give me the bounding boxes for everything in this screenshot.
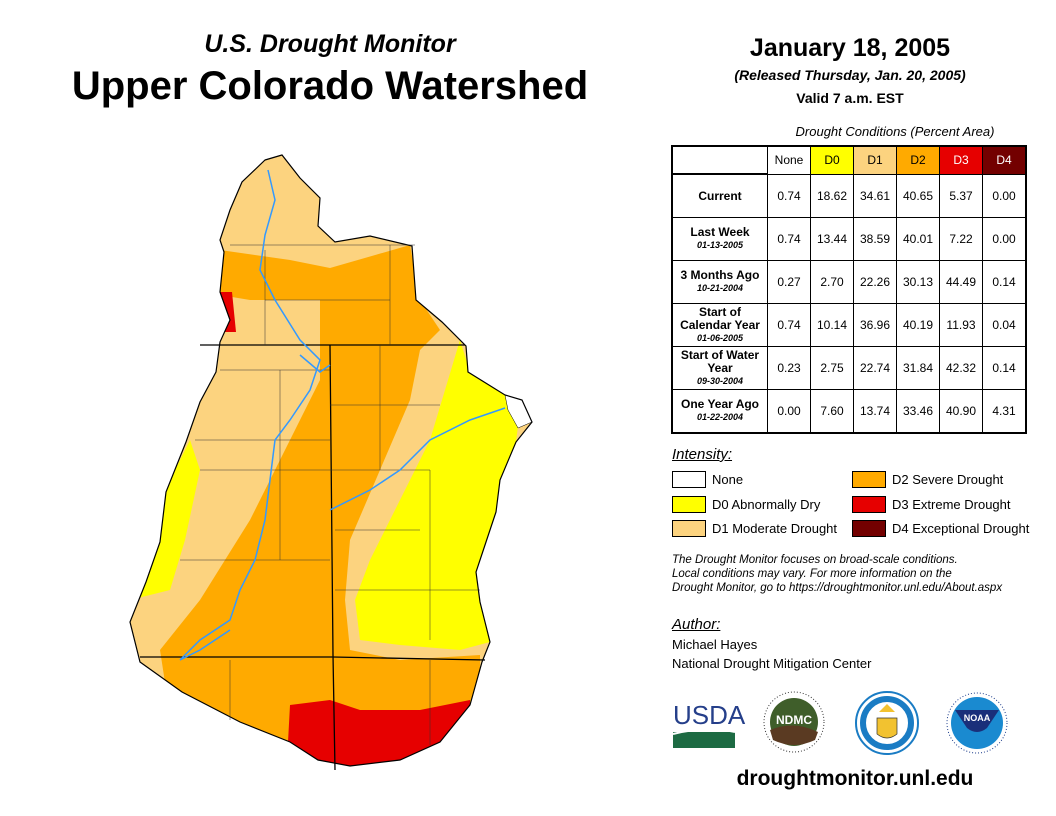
col-d4: D4 [983, 146, 1027, 174]
table-row: Last Week01-13-20050.7413.4438.5940.017.… [672, 218, 1026, 261]
table-cell: 4.31 [983, 390, 1027, 434]
row-date: 01-06-2005 [673, 332, 767, 345]
usda-logo: USDA [673, 700, 746, 748]
table-caption: Drought Conditions (Percent Area) [760, 124, 1030, 139]
watershed-map [0, 0, 660, 816]
legend-swatch [672, 496, 706, 513]
col-d1: D1 [854, 146, 897, 174]
table-cell: 40.19 [897, 304, 940, 347]
row-label: One Year Ago01-22-2004 [672, 390, 768, 434]
row-date: 01-13-2005 [673, 239, 767, 252]
table-cell: 18.62 [811, 174, 854, 218]
drought-conditions-table: None D0 D1 D2 D3 D4 Current0.7418.6234.6… [671, 145, 1027, 434]
row-date: 01-22-2004 [673, 411, 767, 424]
legend-item-d1: D1 Moderate Drought [672, 520, 837, 537]
row-date: 09-30-2004 [673, 375, 767, 388]
row-label: Start of Calendar Year01-06-2005 [672, 304, 768, 347]
disclaimer-note: The Drought Monitor focuses on broad-sca… [672, 553, 1052, 595]
table-cell: 38.59 [854, 218, 897, 261]
legend-swatch [672, 471, 706, 488]
table-cell: 34.61 [854, 174, 897, 218]
table-cell: 40.65 [897, 174, 940, 218]
table-cell: 0.27 [768, 261, 811, 304]
valid-time: Valid 7 a.m. EST [660, 90, 1040, 106]
table-cell: 0.00 [768, 390, 811, 434]
author-org: National Drought Mitigation Center [672, 656, 871, 671]
table-cell: 0.00 [983, 174, 1027, 218]
author-name: Michael Hayes [672, 637, 757, 652]
table-header-row: None D0 D1 D2 D3 D4 [672, 146, 1026, 174]
legend-title: Intensity: [672, 446, 732, 463]
table-cell: 11.93 [940, 304, 983, 347]
legend-swatch [852, 471, 886, 488]
table-cell: 13.74 [854, 390, 897, 434]
legend-item-d2: D2 Severe Drought [852, 471, 1003, 488]
table-cell: 22.74 [854, 347, 897, 390]
table-row: Current0.7418.6234.6140.655.370.00 [672, 174, 1026, 218]
table-cell: 33.46 [897, 390, 940, 434]
table-cell: 0.14 [983, 347, 1027, 390]
map-date: January 18, 2005 [660, 34, 1040, 63]
table-cell: 22.26 [854, 261, 897, 304]
about-link-text: Drought Monitor, go to https://droughtmo… [672, 581, 1052, 595]
table-cell: 0.74 [768, 174, 811, 218]
table-cell: 2.75 [811, 347, 854, 390]
commerce-seal [856, 692, 918, 754]
table-cell: 5.37 [940, 174, 983, 218]
table-cell: 7.22 [940, 218, 983, 261]
table-cell: 30.13 [897, 261, 940, 304]
legend-item-d3: D3 Extreme Drought [852, 496, 1011, 513]
agency-logos: USDA NDMC NOAA [665, 690, 1015, 760]
table-row: Start of Calendar Year01-06-20050.7410.1… [672, 304, 1026, 347]
table-cell: 13.44 [811, 218, 854, 261]
table-cell: 7.60 [811, 390, 854, 434]
legend-swatch [852, 496, 886, 513]
table-cell: 40.90 [940, 390, 983, 434]
noaa-logo: NOAA [947, 693, 1007, 753]
legend-item-none: None [672, 471, 743, 488]
table-cell: 42.32 [940, 347, 983, 390]
legend-item-d4: D4 Exceptional Drought [852, 520, 1029, 537]
legend-item-d0: D0 Abnormally Dry [672, 496, 820, 513]
table-row: 3 Months Ago10-21-20040.272.7022.2630.13… [672, 261, 1026, 304]
drought-monitor-map-page: U.S. Drought Monitor Upper Colorado Wate… [0, 0, 1056, 816]
author-heading: Author: [672, 616, 720, 633]
row-label: Last Week01-13-2005 [672, 218, 768, 261]
table-cell: 0.00 [983, 218, 1027, 261]
col-d2: D2 [897, 146, 940, 174]
col-d0: D0 [811, 146, 854, 174]
table-cell: 44.49 [940, 261, 983, 304]
table-cell: 36.96 [854, 304, 897, 347]
table-cell: 2.70 [811, 261, 854, 304]
svg-text:USDA: USDA [673, 700, 746, 730]
row-label: 3 Months Ago10-21-2004 [672, 261, 768, 304]
table-cell: 0.14 [983, 261, 1027, 304]
table-cell: 0.04 [983, 304, 1027, 347]
table-cell: 0.23 [768, 347, 811, 390]
table-cell: 10.14 [811, 304, 854, 347]
table-cell: 0.74 [768, 218, 811, 261]
table-cell: 40.01 [897, 218, 940, 261]
table-row: One Year Ago01-22-20040.007.6013.7433.46… [672, 390, 1026, 434]
table-row: Start of Water Year09-30-20040.232.7522.… [672, 347, 1026, 390]
svg-text:NDMC: NDMC [776, 713, 812, 727]
svg-text:NOAA: NOAA [964, 713, 991, 723]
legend-swatch [672, 520, 706, 537]
table-cell: 31.84 [897, 347, 940, 390]
release-date: (Released Thursday, Jan. 20, 2005) [660, 67, 1040, 83]
footer-url: droughtmonitor.unl.edu [660, 767, 1050, 791]
col-d3: D3 [940, 146, 983, 174]
ndmc-logo: NDMC [764, 692, 824, 752]
table-cell: 0.74 [768, 304, 811, 347]
row-label: Start of Water Year09-30-2004 [672, 347, 768, 390]
legend-swatch [852, 520, 886, 537]
row-date: 10-21-2004 [673, 282, 767, 295]
row-label: Current [672, 174, 768, 218]
col-none: None [768, 146, 811, 174]
